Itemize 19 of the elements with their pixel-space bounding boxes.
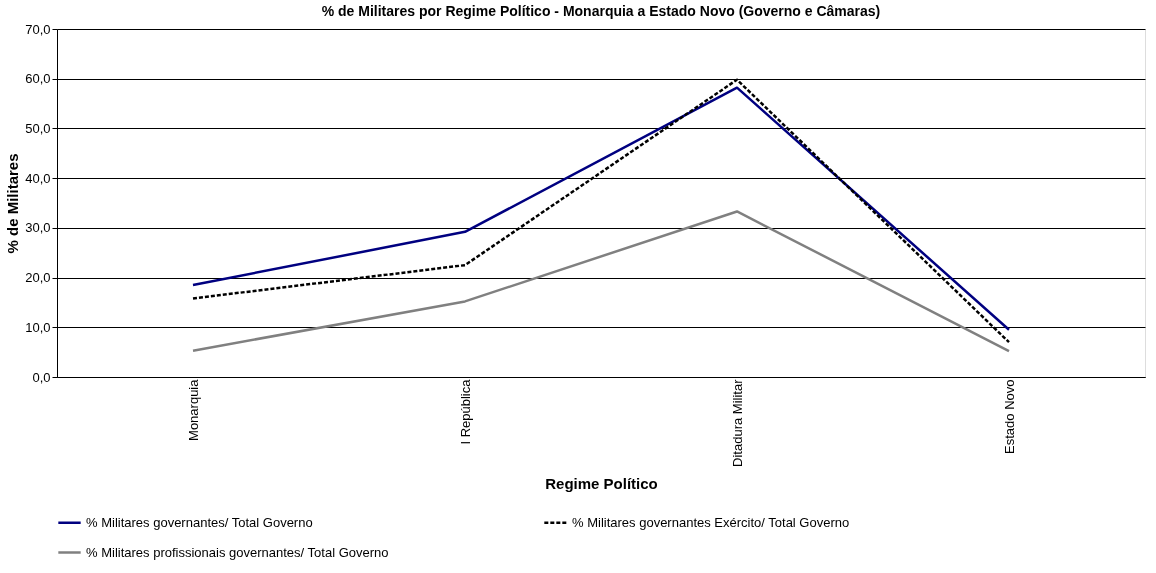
- line-series: [191, 210, 1011, 353]
- y-axis-title: % de Militares: [4, 153, 22, 254]
- y-tick-label: 50,0: [25, 120, 51, 136]
- legend-label: % Militares governantes Exército/ Total Governo: [572, 514, 850, 530]
- x-tick-label: Estado Novo: [1001, 379, 1017, 454]
- chart-title: % de Militares por Regime Político - Monarquia a Estado Novo (Governo e Câmaras): [321, 3, 881, 19]
- y-tick-label: 70,0: [25, 21, 51, 37]
- y-tick-label: 20,0: [25, 270, 51, 286]
- legend-label: % Militares profissionais governantes/ Total Governo: [86, 544, 389, 560]
- y-tick-label: 30,0: [25, 220, 51, 236]
- x-tick-label: I República: [457, 378, 473, 445]
- y-tick-label: 60,0: [25, 71, 51, 87]
- x-tick-label: Monarquia: [185, 378, 201, 441]
- x-tick-label: Ditadura Militar: [729, 378, 745, 467]
- y-tick-label: 0,0: [32, 369, 51, 385]
- y-tick-label: 40,0: [25, 170, 51, 186]
- y-tick-label: 10,0: [25, 319, 51, 335]
- x-axis-title: Regime Político: [545, 474, 658, 492]
- legend-label: % Militares governantes/ Total Governo: [86, 514, 313, 530]
